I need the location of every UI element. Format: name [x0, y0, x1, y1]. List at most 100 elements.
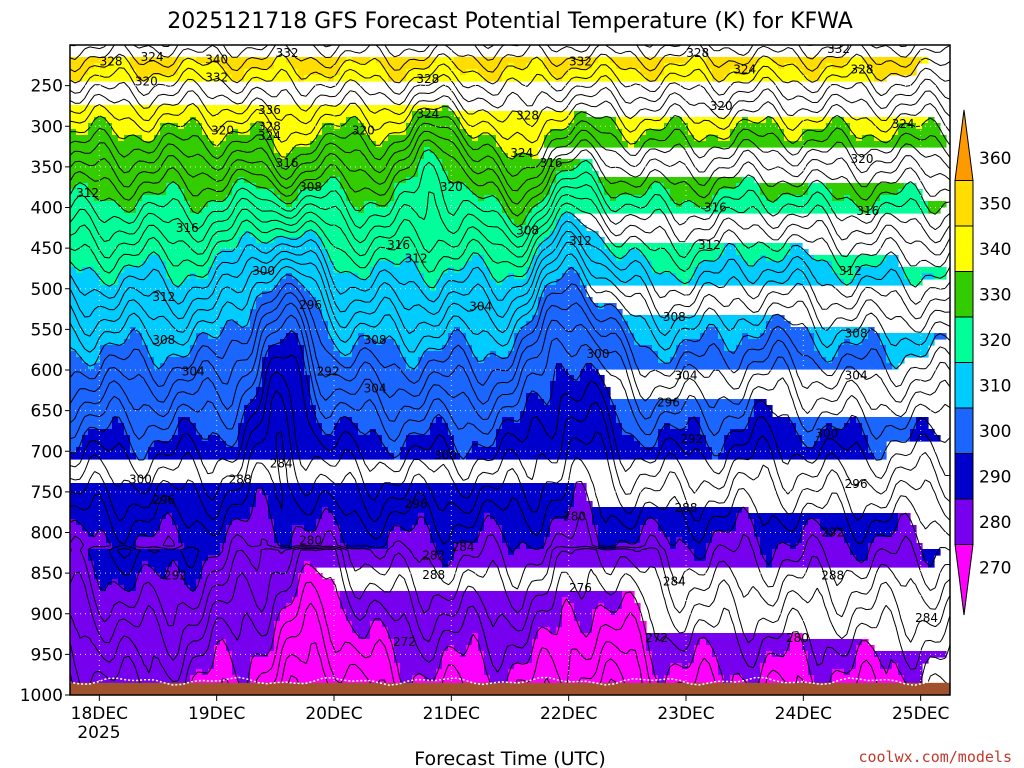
contour-fill-cell [736, 345, 815, 352]
contour-fill-cell [478, 357, 485, 364]
contour-fill-cell [766, 321, 791, 328]
contour-fill-cell [538, 309, 623, 316]
contour-fill-cell [106, 531, 155, 538]
contour-fill-cell [136, 585, 191, 592]
contour-fill-cell [196, 117, 347, 124]
contour-fill-cell [430, 429, 449, 436]
contour-label: 324 [892, 117, 915, 131]
contour-line [70, 545, 950, 661]
contour-fill-cell [868, 333, 881, 340]
contour-fill-cell [352, 627, 371, 634]
contour-fill-cell [340, 69, 389, 76]
contour-fill-cell [886, 357, 905, 364]
contour-fill-cell [724, 675, 731, 682]
contour-fill-cell [406, 177, 449, 184]
contour-fill-cell [844, 195, 851, 202]
contour-fill-cell [208, 555, 443, 562]
contour-fill-cell [514, 663, 653, 670]
contour-fill-cell [760, 675, 815, 682]
surface-line [70, 676, 944, 686]
contour-fill-cell [598, 525, 641, 532]
contour-fill-cell [400, 453, 461, 460]
contour-fill-cell [70, 261, 143, 268]
contour-fill-cell [70, 405, 245, 412]
contour-fill-cell [298, 189, 347, 196]
contour-fill-cell [352, 351, 401, 358]
contour-fill-cell [748, 417, 791, 424]
contour-fill-cell [700, 639, 707, 646]
contour-fill-cell [652, 657, 695, 664]
contour-fill-cell [664, 63, 707, 70]
contour-fill-cell [298, 339, 335, 346]
contour-label: 300 [434, 448, 457, 462]
contour-fill-cell [700, 333, 719, 340]
contour-fill-cell [130, 333, 143, 340]
contour-fill-cell [124, 207, 137, 214]
contour-label: 282 [422, 548, 445, 562]
contour-fill-cell [448, 645, 455, 652]
contour-fill-cell [94, 363, 155, 370]
contour-fill-cell [310, 381, 551, 388]
contour-fill-cell [100, 279, 119, 286]
contour-fill-cell [868, 441, 887, 448]
contour-label: 292 [821, 526, 844, 540]
contour-fill-cell [88, 129, 113, 136]
contour-fill-cell [814, 339, 845, 346]
contour-fill-cell [136, 579, 185, 586]
contour-fill-cell [856, 417, 917, 424]
contour-fill-cell [70, 123, 89, 130]
contour-fill-cell [592, 627, 647, 634]
contour-fill-cell [70, 129, 77, 136]
contour-fill-cell [208, 201, 287, 208]
contour-fill-cell [124, 423, 179, 430]
contour-label: 324 [510, 146, 533, 160]
contour-fill-cell [484, 195, 497, 202]
contour-fill-cell [70, 675, 191, 682]
contour-fill-cell [100, 345, 149, 352]
contour-fill-cell [424, 153, 437, 160]
contour-line [70, 547, 950, 683]
colorbar-label: 330 [979, 285, 1011, 305]
contour-fill-cell [358, 429, 371, 436]
contour-fill-cell [382, 621, 563, 628]
contour-fill-cell [670, 195, 713, 202]
y-tick-label: 850 [31, 564, 63, 584]
contour-fill-cell [646, 645, 695, 652]
contour-fill-cell [370, 273, 425, 280]
contour-fill-cell [562, 363, 587, 370]
contour-fill-cell [832, 261, 881, 268]
contour-fill-cell [136, 207, 191, 214]
contour-fill-cell [316, 297, 539, 304]
contour-fill-cell [808, 327, 869, 334]
contour-fill-cell [70, 561, 95, 568]
contour-fill-cell [778, 543, 791, 550]
contour-fill-cell [688, 423, 701, 430]
contour-fill-cell [874, 201, 929, 208]
contour-fill-cell [490, 675, 509, 682]
x-axis-label: Forecast Time (UTC) [414, 748, 605, 768]
contour-fill-cell [628, 327, 707, 334]
contour-fill-cell [526, 273, 563, 280]
contour-fill-cell [532, 207, 863, 214]
contour-fill-cell [406, 357, 419, 364]
contour-fill-cell [526, 543, 545, 550]
contour-fill-cell [610, 195, 617, 202]
contour-line [70, 84, 950, 128]
contour-fill-cell [256, 303, 317, 310]
contour-fill-cell [622, 423, 665, 430]
contour-label: 292 [164, 569, 187, 583]
contour-fill-cell [298, 195, 347, 202]
contour-label: 288 [422, 568, 445, 582]
contour-fill-cell [502, 537, 545, 544]
contour-fill-cell [850, 549, 869, 556]
contour-label: 304 [675, 369, 698, 383]
contour-fill-cell [622, 591, 635, 598]
contour-fill-cell [694, 201, 713, 208]
contour-fill-cell [922, 273, 935, 280]
contour-fill-cell [370, 633, 389, 640]
contour-fill-cell [454, 447, 473, 454]
contour-fill-cell [250, 231, 305, 238]
contour-fill-cell [70, 255, 149, 262]
contour-fill-cell [574, 111, 587, 118]
contour-fill-cell [688, 123, 737, 130]
